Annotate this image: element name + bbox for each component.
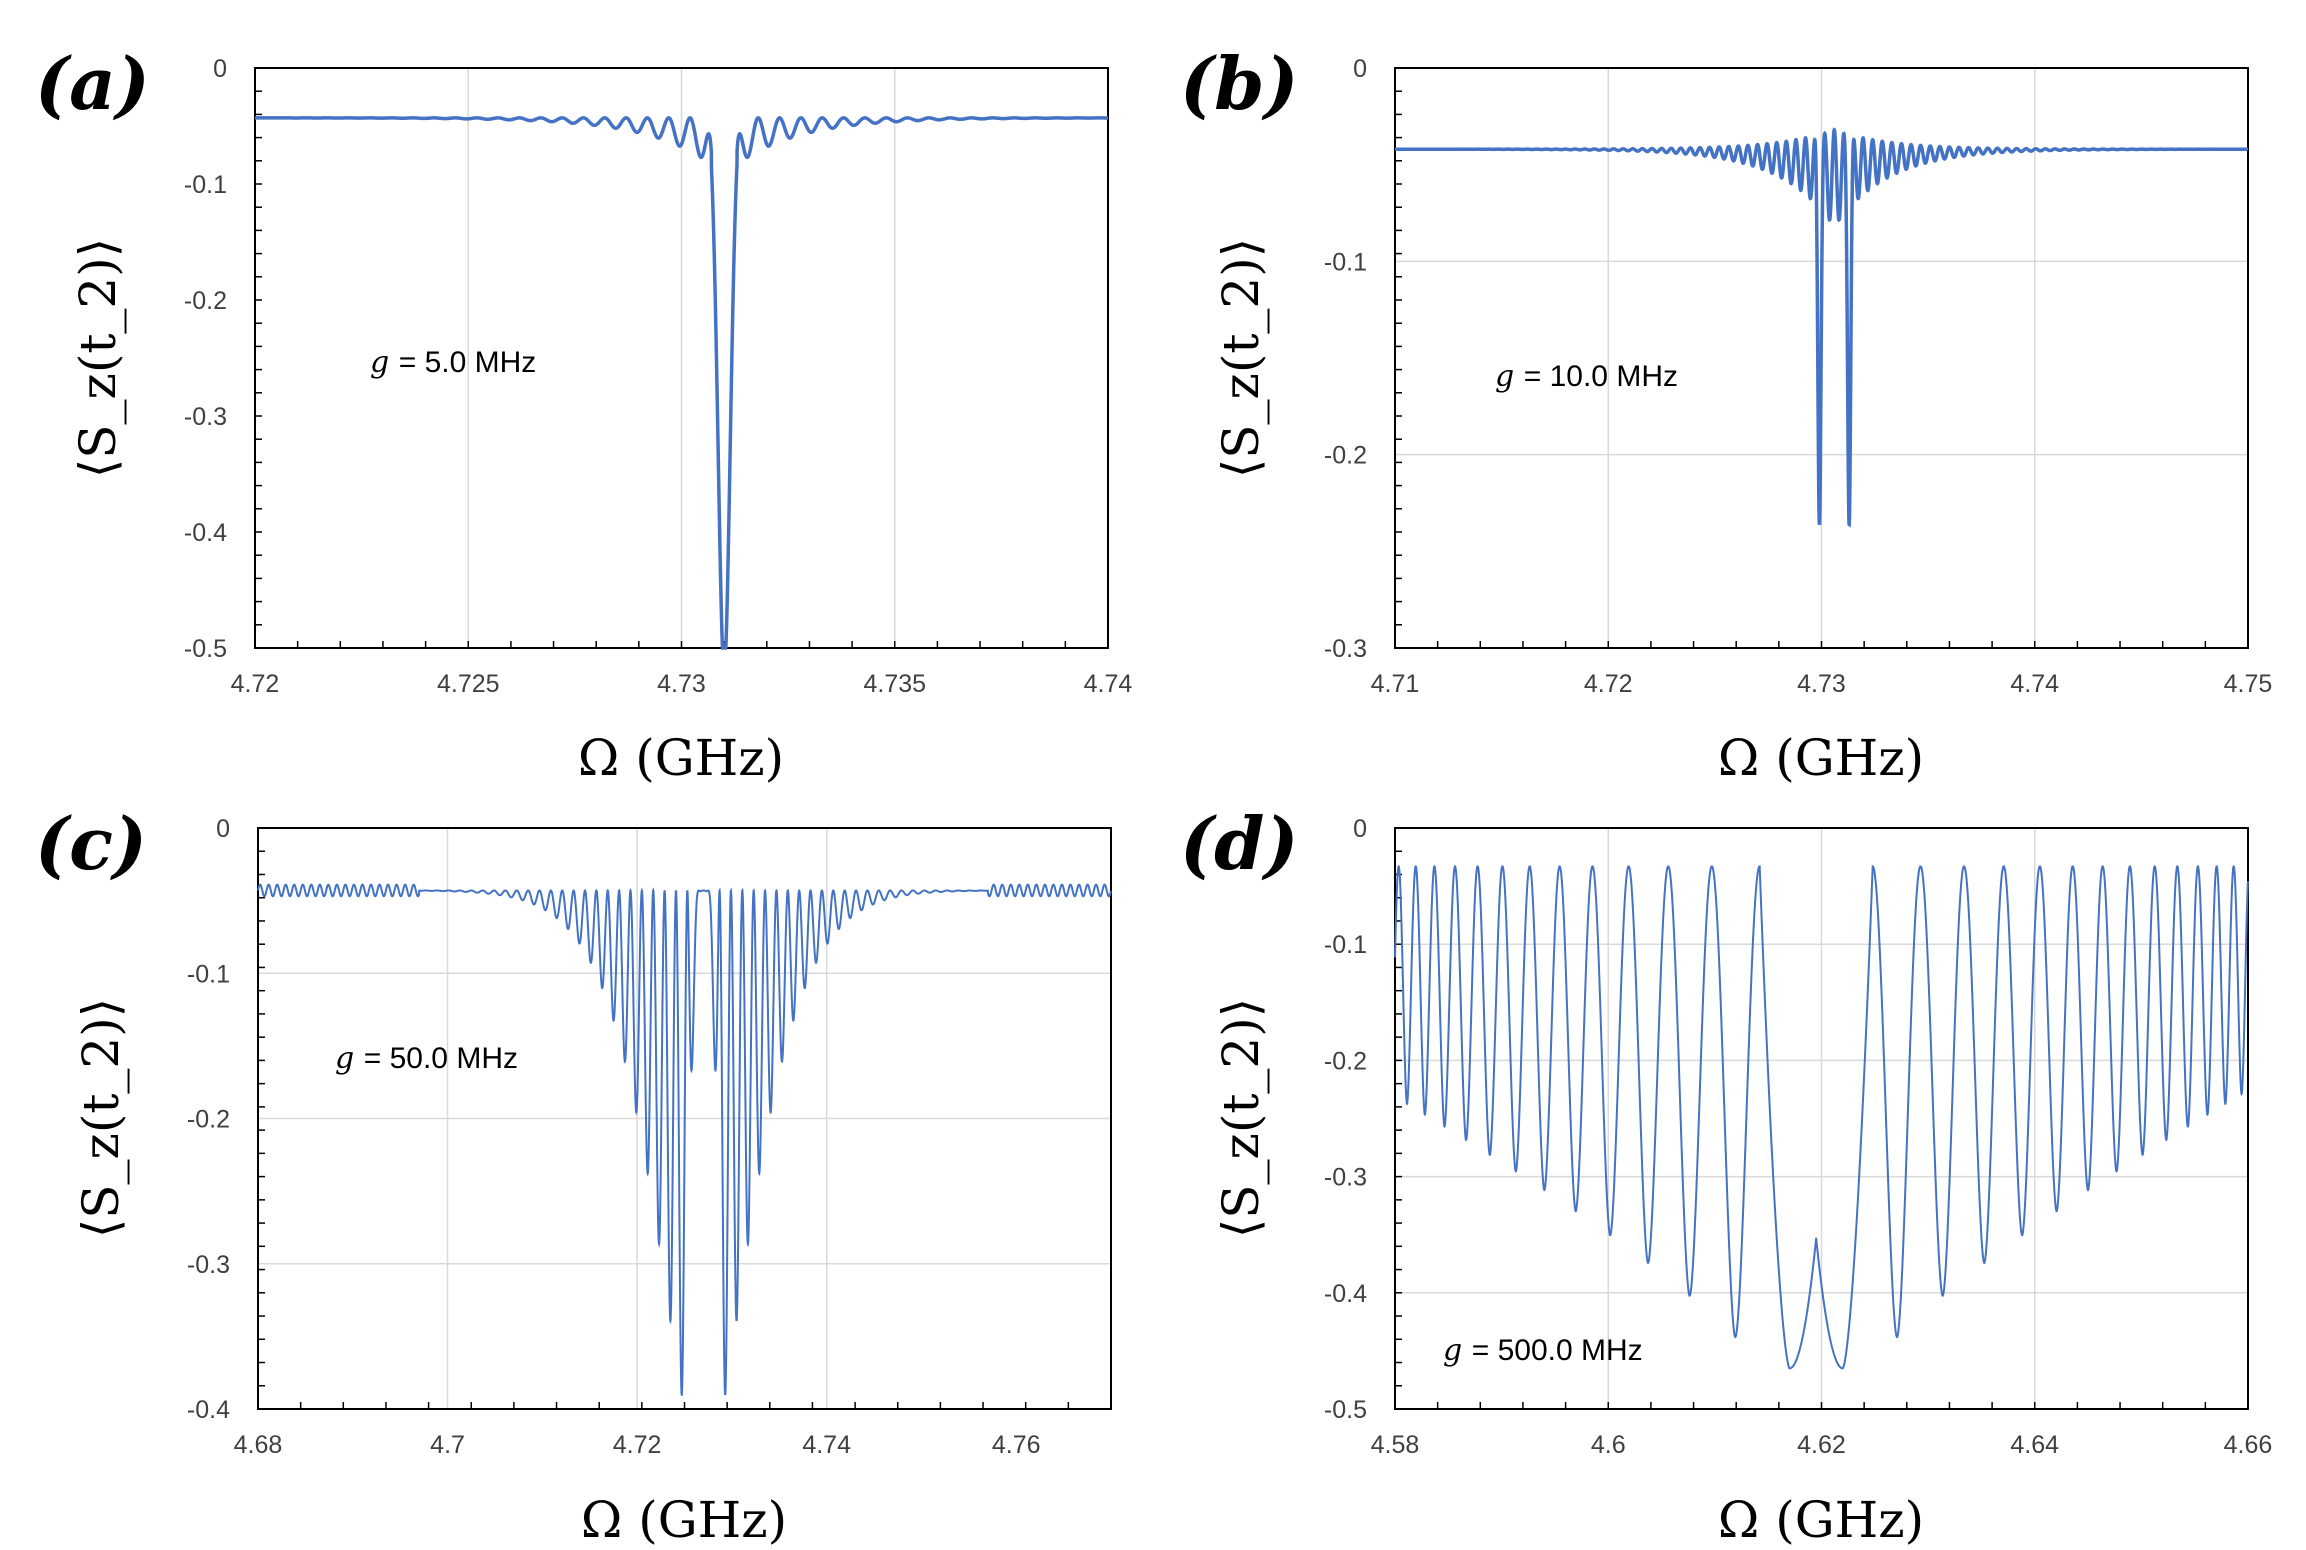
x-tick-label: 4.74	[1084, 670, 1133, 698]
coupling-annotation: g = 500.0 MHz	[1443, 1333, 1643, 1368]
annotation-variable: g	[1443, 1333, 1472, 1368]
y-tick-label: -0.5	[1324, 1396, 1367, 1424]
y-axis-label: ⟨S_z(t_2)⟩	[69, 238, 127, 479]
x-axis-label: Ω (GHz)	[578, 729, 784, 787]
series-line	[255, 116, 1108, 650]
y-tick-label: 0	[216, 815, 230, 843]
x-tick-label: 4.73	[657, 670, 706, 698]
x-tick-label: 4.74	[802, 1431, 851, 1459]
panel-label: (b)	[1180, 41, 1298, 126]
x-axis-label: Ω (GHz)	[581, 1491, 787, 1549]
x-tick-label: 4.735	[863, 670, 926, 698]
x-tick-label: 4.7	[430, 1431, 465, 1459]
x-tick-label: 4.74	[2010, 670, 2059, 698]
x-tick-label: 4.62	[1797, 1431, 1846, 1459]
annotation-variable: g	[1495, 359, 1524, 394]
panel-label: (a)	[35, 41, 150, 126]
x-tick-label: 4.73	[1797, 670, 1846, 698]
series-line	[1394, 865, 2249, 1370]
annotation-value: = 5.0 MHz	[399, 346, 537, 379]
y-tick-label: -0.1	[1324, 248, 1367, 276]
y-tick-label: -0.1	[187, 960, 230, 988]
x-tick-label: 4.68	[234, 1431, 283, 1459]
annotation-value: = 50.0 MHz	[364, 1042, 518, 1075]
y-tick-label: -0.4	[184, 519, 227, 547]
coupling-annotation: g = 10.0 MHz	[1495, 359, 1678, 394]
x-axis-label: Ω (GHz)	[1718, 729, 1924, 787]
x-tick-label: 4.72	[1584, 670, 1633, 698]
y-tick-label: -0.5	[184, 635, 227, 663]
coupling-annotation: g = 50.0 MHz	[335, 1041, 518, 1076]
y-tick-label: -0.3	[1324, 1164, 1367, 1192]
gridlines	[467, 68, 896, 648]
panel-label: (c)	[35, 801, 147, 886]
x-tick-label: 4.71	[1371, 670, 1420, 698]
y-tick-label: -0.4	[187, 1396, 230, 1424]
x-tick-label: 4.75	[2224, 670, 2273, 698]
x-tick-label: 4.76	[992, 1431, 1041, 1459]
chart-panel-a: 4.72 4.725 4.73 4.735 4.74 0 -0.1 -0.2 -0.3 -0.4 -…	[35, 41, 1132, 787]
y-tick-label: -0.2	[1324, 1047, 1367, 1075]
x-tick-label: 4.64	[2010, 1431, 2059, 1459]
y-tick-label: -0.4	[1324, 1280, 1367, 1308]
x-tick-label: 4.725	[437, 670, 500, 698]
chart-panel-b: 4.71 4.72 4.73 4.74 4.75 0 -0.1 -0.2 -0.3 (b) Ω (G…	[1180, 41, 2272, 787]
x-tick-label: 4.72	[613, 1431, 662, 1459]
annotation-value: = 500.0 MHz	[1472, 1334, 1643, 1367]
y-tick-label: 0	[1353, 55, 1367, 83]
y-tick-label: -0.3	[187, 1251, 230, 1279]
annotation-variable: g	[335, 1041, 364, 1076]
coupling-annotation: g = 5.0 MHz	[370, 345, 536, 380]
y-tick-label: -0.3	[1324, 635, 1367, 663]
y-tick-label: -0.3	[184, 403, 227, 431]
y-tick-label: -0.2	[1324, 442, 1367, 470]
series-line	[257, 883, 1112, 1397]
y-tick-label: -0.2	[184, 287, 227, 315]
x-tick-label: 4.66	[2224, 1431, 2273, 1459]
x-axis-label: Ω (GHz)	[1718, 1491, 1924, 1549]
y-tick-label: -0.1	[184, 171, 227, 199]
chart-panel-d: 4.58 4.6 4.62 4.64 4.66 0 -0.1 -0.2 -0.3 -0.4 -0.5…	[1180, 801, 2272, 1549]
x-tick-label: 4.6	[1591, 1431, 1626, 1459]
y-tick-label: 0	[1353, 815, 1367, 843]
y-axis-label: ⟨S_z(t_2)⟩	[72, 998, 130, 1239]
x-tick-label: 4.72	[231, 670, 280, 698]
chart-panel-c: 4.68 4.7 4.72 4.74 4.76 0 -0.1 -0.2 -0.3 -0.4 (c) Ω…	[35, 801, 1112, 1549]
x-tick-label: 4.58	[1371, 1431, 1420, 1459]
annotation-value: = 10.0 MHz	[1524, 360, 1678, 393]
series-line	[1395, 127, 2249, 528]
y-tick-label: 0	[213, 55, 227, 83]
y-axis-label: ⟨S_z(t_2)⟩	[1212, 238, 1270, 479]
panel-label: (d)	[1180, 801, 1298, 886]
y-tick-label: -0.1	[1324, 931, 1367, 959]
y-axis-label: ⟨S_z(t_2)⟩	[1212, 998, 1270, 1239]
annotation-variable: g	[370, 345, 399, 380]
y-tick-label: -0.2	[187, 1106, 230, 1134]
